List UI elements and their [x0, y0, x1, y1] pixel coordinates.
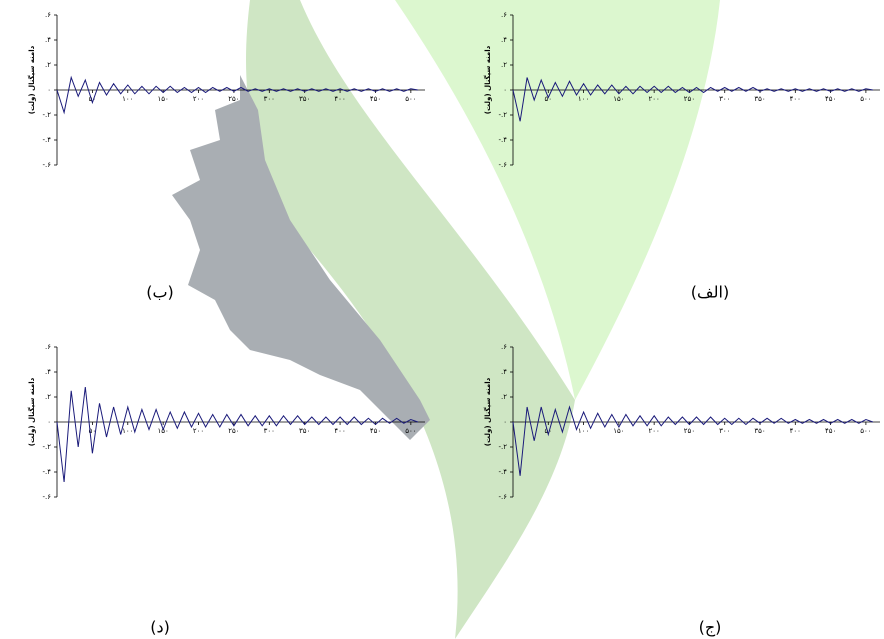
caption: (د): [150, 618, 170, 637]
x-tick-label: ۲۵۰: [684, 95, 695, 103]
x-tick-label: ۱۰۰: [578, 95, 589, 103]
x-tick-label: ۴۵۰: [825, 427, 836, 435]
x-tick-label: ۱۵۰: [613, 95, 624, 103]
y-tick-label: .۶: [45, 343, 51, 351]
x-tick-label: ۲۰۰: [649, 427, 660, 435]
signal-line: [512, 405, 874, 476]
x-tick-label: ۳۵۰: [754, 95, 765, 103]
x-tick-label: ۳۰۰: [264, 427, 275, 435]
y-tick-label: -.۴: [498, 468, 507, 476]
x-tick-label: ۱۰۰: [578, 427, 589, 435]
x-tick-label: ۳۰۰: [264, 95, 275, 103]
x-tick-label: ۲۵۰: [684, 427, 695, 435]
x-tick-label: ۵۰: [89, 427, 97, 435]
x-tick-label: ۲۵۰: [228, 95, 239, 103]
caption: (الف): [691, 283, 729, 302]
y-tick-label: -.۲: [42, 443, 51, 451]
y-tick-label: ۰: [47, 418, 51, 426]
y-tick-label: .۲: [45, 393, 51, 401]
x-tick-label: ۵۰۰: [405, 427, 416, 435]
y-tick-label: -.۴: [498, 136, 507, 144]
x-tick-label: ۲۰۰: [649, 95, 660, 103]
x-tick-label: ۴۰۰: [334, 427, 345, 435]
y-tick-label: .۶: [501, 11, 507, 19]
y-tick-label: ۰: [47, 86, 51, 94]
x-tick-label: ۴۰۰: [334, 95, 345, 103]
x-tick-label: ۴۵۰: [370, 427, 381, 435]
y-tick-label: .۴: [501, 36, 507, 44]
x-tick-label: ۳۰۰: [719, 95, 730, 103]
y-tick-label: .۲: [501, 393, 507, 401]
x-tick-label: ۵۰: [545, 95, 553, 103]
caption: (ج): [699, 618, 722, 638]
y-tick-label: -.۴: [42, 136, 51, 144]
y-tick-label: -.۴: [42, 468, 51, 476]
y-axis-label: دامنه سیگنال (ولت): [27, 45, 36, 114]
watermark-gear: [172, 75, 430, 440]
x-tick-label: ۳۵۰: [299, 95, 310, 103]
y-tick-label: .۴: [45, 36, 51, 44]
y-tick-label: .۶: [501, 343, 507, 351]
x-tick-label: ۱۵۰: [158, 95, 169, 103]
x-tick-label: ۲۰۰: [193, 95, 204, 103]
caption: (ب): [146, 283, 174, 302]
signal-line: [56, 386, 419, 483]
y-tick-label: -.۶: [498, 493, 507, 501]
x-tick-label: ۵۰۰: [860, 95, 871, 103]
y-tick-label: -.۲: [42, 111, 51, 119]
x-tick-label: ۵۰۰: [860, 427, 871, 435]
x-tick-label: ۵۰: [89, 95, 97, 103]
x-tick-label: ۱۵۰: [613, 427, 624, 435]
signal-line: [56, 75, 418, 115]
x-tick-label: ۴۵۰: [825, 95, 836, 103]
y-tick-label: .۲: [45, 61, 51, 69]
y-tick-label: -.۲: [498, 111, 507, 119]
y-tick-label: .۲: [501, 61, 507, 69]
y-tick-label: .۶: [45, 11, 51, 19]
y-tick-label: -.۶: [498, 161, 507, 169]
x-tick-label: ۱۰۰: [122, 95, 133, 103]
watermark: [172, 0, 720, 639]
signal-line: [512, 77, 873, 122]
x-tick-label: ۱۵۰: [158, 427, 169, 435]
y-tick-label: .۴: [501, 368, 507, 376]
x-tick-label: ۳۵۰: [299, 427, 310, 435]
x-tick-label: ۵۰۰: [405, 95, 416, 103]
x-tick-label: ۴۰۰: [790, 95, 801, 103]
x-tick-label: ۳۰۰: [719, 427, 730, 435]
x-tick-label: ۱۰۰: [122, 427, 133, 435]
y-tick-label: ۰: [503, 418, 507, 426]
x-tick-label: ۵۰: [545, 427, 553, 435]
y-tick-label: ۰: [503, 86, 507, 94]
x-tick-label: ۲۵۰: [228, 427, 239, 435]
y-axis-label: دامنه سیگنال (ولت): [483, 377, 492, 446]
x-tick-label: ۴۵۰: [370, 95, 381, 103]
x-tick-label: ۴۰۰: [790, 427, 801, 435]
x-tick-label: ۳۵۰: [754, 427, 765, 435]
y-axis-label: دامنه سیگنال (ولت): [27, 377, 36, 446]
y-tick-label: -.۲: [498, 443, 507, 451]
watermark-leaf-light: [395, 0, 720, 400]
y-tick-label: -.۶: [42, 161, 51, 169]
x-tick-label: ۲۰۰: [193, 427, 204, 435]
y-axis-label: دامنه سیگنال (ولت): [483, 45, 492, 114]
y-tick-label: .۴: [45, 368, 51, 376]
y-tick-label: -.۶: [42, 493, 51, 501]
watermark-leaf: [246, 0, 575, 639]
